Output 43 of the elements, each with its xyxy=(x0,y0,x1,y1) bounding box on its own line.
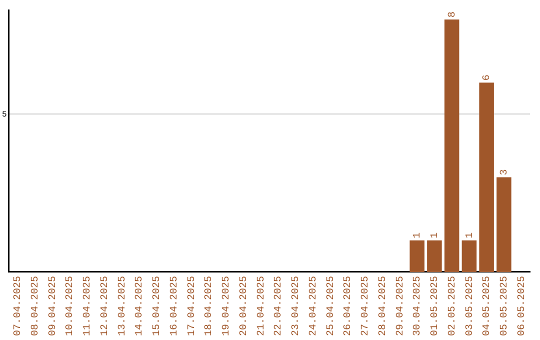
x-tick-label: 12.04.2025 xyxy=(100,276,111,336)
x-tick-label: 05.05.2025 xyxy=(500,276,511,336)
bar xyxy=(496,177,512,272)
x-tick-label: 28.04.2025 xyxy=(378,276,389,336)
x-tick-label: 19.04.2025 xyxy=(222,276,233,336)
bar xyxy=(444,19,460,272)
x-tick-label: 25.04.2025 xyxy=(326,276,337,336)
data-label: 6 xyxy=(482,74,494,81)
data-label: 1 xyxy=(412,232,424,238)
x-tick-label: 11.04.2025 xyxy=(82,276,94,336)
x-tick-label: 14.04.2025 xyxy=(134,276,146,336)
x-tick-label: 27.04.2025 xyxy=(360,276,372,336)
x-tick-label: 18.04.2025 xyxy=(204,276,216,336)
data-label: 1 xyxy=(430,232,442,238)
x-tick-label: 02.05.2025 xyxy=(447,276,458,336)
bar xyxy=(410,240,424,272)
bar xyxy=(427,240,442,272)
x-tick-label: 23.04.2025 xyxy=(291,276,302,336)
x-tick-label: 16.04.2025 xyxy=(169,276,180,336)
x-tick-label: 29.04.2025 xyxy=(395,276,406,336)
x-tick-label: 08.04.2025 xyxy=(30,276,42,336)
x-tick-label: 06.05.2025 xyxy=(516,276,528,336)
x-tick-label: 24.04.2025 xyxy=(308,276,320,336)
x-tick-label: 04.05.2025 xyxy=(482,276,494,336)
data-label: 3 xyxy=(500,169,511,176)
x-tick-label: 17.04.2025 xyxy=(186,276,198,336)
x-tick-label: 03.05.2025 xyxy=(464,276,476,336)
bar xyxy=(479,82,494,272)
x-tick-label: 13.04.2025 xyxy=(117,276,128,336)
x-tick-label: 09.04.2025 xyxy=(48,276,59,336)
x-tick-label: 15.04.2025 xyxy=(152,276,164,336)
data-label: 1 xyxy=(464,232,476,238)
y-tick-label: 5 xyxy=(2,110,7,120)
x-tick-label: 01.05.2025 xyxy=(430,276,442,336)
bar xyxy=(462,240,477,272)
x-tick-label: 07.04.2025 xyxy=(13,276,24,336)
x-tick-label: 30.04.2025 xyxy=(412,276,424,336)
x-tick-label: 26.04.2025 xyxy=(343,276,354,336)
x-tick-label: 21.04.2025 xyxy=(256,276,268,336)
x-tick-label: 10.04.2025 xyxy=(65,276,76,336)
x-tick-label: 22.04.2025 xyxy=(274,276,285,336)
data-label: 8 xyxy=(447,11,458,18)
x-tick-label: 20.04.2025 xyxy=(238,276,250,336)
